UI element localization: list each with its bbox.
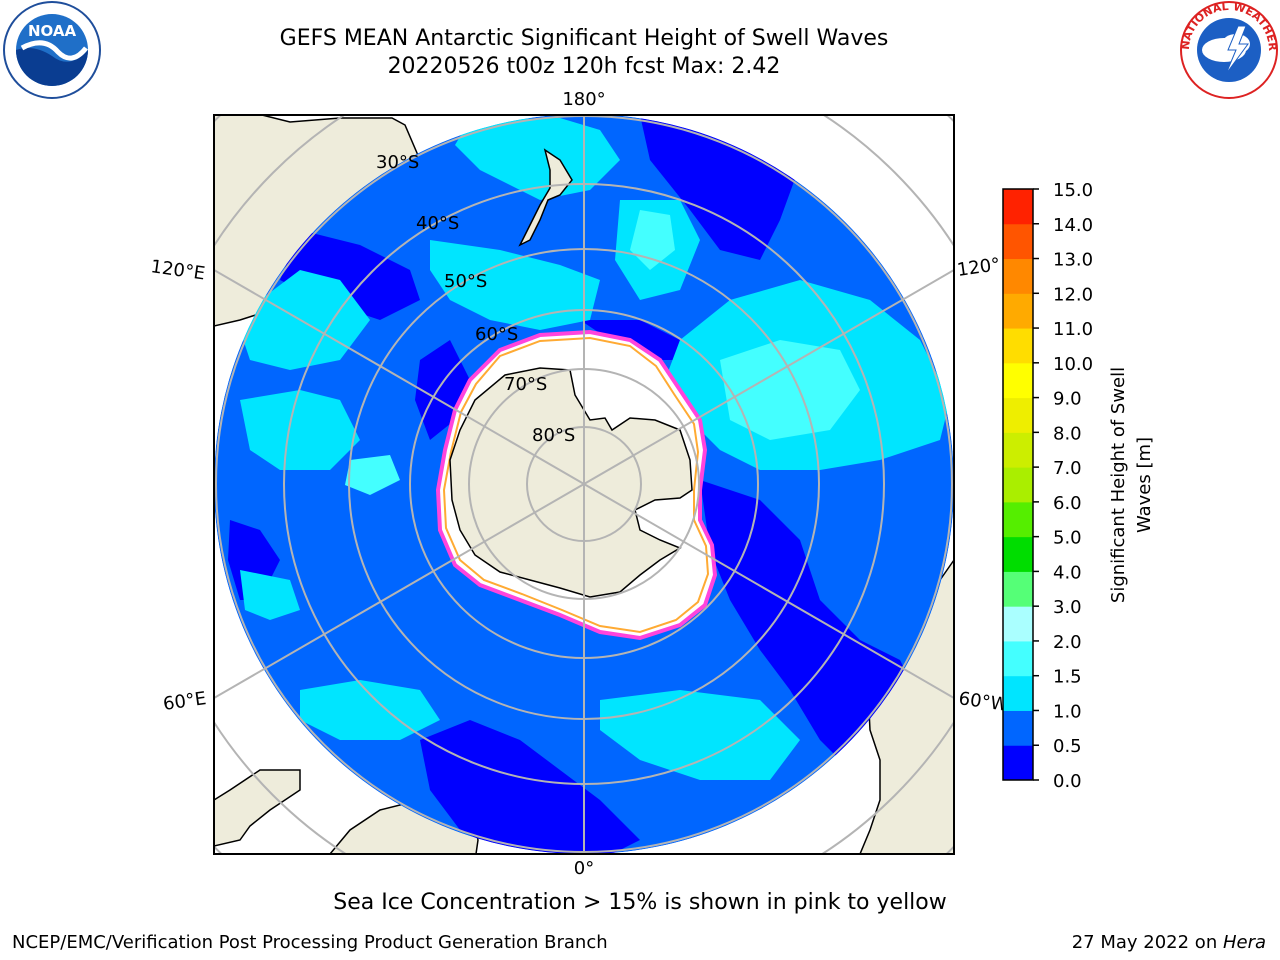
colorbar-tick-label: 9.0 <box>1053 389 1082 410</box>
lat-label-60: 60°S <box>475 324 518 345</box>
colorbar-segment <box>1003 432 1033 468</box>
footer-credit: NCEP/EMC/Verification Post Processing Pr… <box>12 932 608 953</box>
colorbar-segment <box>1003 189 1033 225</box>
colorbar-tick-label: 0.5 <box>1053 736 1082 757</box>
colorbar-segment <box>1003 293 1033 329</box>
colorbar-segment <box>1003 675 1033 711</box>
colorbar-tick-label: 8.0 <box>1053 423 1082 444</box>
colorbar-tick-label: 3.0 <box>1053 597 1082 618</box>
colorbar-tick-label: 4.0 <box>1053 562 1082 583</box>
colorbar-tick-label: 11.0 <box>1053 319 1093 340</box>
colorbar-tick-label: 2.0 <box>1053 632 1082 653</box>
noaa-logo: NOAA <box>3 1 101 99</box>
colorbar-segment <box>1003 745 1033 781</box>
colorbar-label-line1: Significant Height of Swell <box>1108 367 1129 603</box>
colorbar-tick-label: 12.0 <box>1053 284 1093 305</box>
colorbar-tick-label: 5.0 <box>1053 528 1082 549</box>
antarctica <box>449 367 693 598</box>
map-subtitle: 20220526 t00z 120h fcst Max: 2.42 <box>387 54 781 79</box>
colorbar-tick-label: 15.0 <box>1053 180 1093 201</box>
colorbar-segment <box>1003 328 1033 364</box>
colorbar-segment <box>1003 710 1033 746</box>
lat-label-70: 70°S <box>504 374 547 395</box>
lat-label-30: 30°S <box>376 152 419 173</box>
colorbar-segment <box>1003 640 1033 677</box>
lat-label-50: 50°S <box>444 271 487 292</box>
colorbar-segment <box>1003 571 1033 607</box>
colorbar-segment <box>1003 223 1033 260</box>
swell-high-regions <box>345 210 860 495</box>
colorbar-tick-label: 14.0 <box>1053 215 1093 236</box>
map-title: GEFS MEAN Antarctic Significant Height o… <box>279 26 889 51</box>
graticule <box>214 115 954 854</box>
colorbar-tick-label: 6.0 <box>1053 493 1082 514</box>
colorbar-tick-label: 10.0 <box>1053 354 1093 375</box>
colorbar-segment <box>1003 362 1033 399</box>
map-frame <box>213 114 955 855</box>
lon-label-top: 180° <box>562 89 605 110</box>
sea-ice-caption: Sea Ice Concentration > 15% is shown in … <box>333 890 947 915</box>
colorbar-segment <box>1003 536 1033 572</box>
colorbar-tick-label: 7.0 <box>1053 458 1082 479</box>
nws-logo: NATIONAL WEATHER SERVICE <box>1178 0 1279 99</box>
colorbar-segment <box>1003 606 1033 642</box>
svg-text:NOAA: NOAA <box>28 22 77 40</box>
colorbar-tick-label: 0.0 <box>1053 771 1082 792</box>
colorbar-segment <box>1003 258 1033 294</box>
colorbar-tick-label: 13.0 <box>1053 250 1093 271</box>
colorbar-tick-label: 1.5 <box>1053 667 1082 688</box>
colorbar-segment <box>1003 397 1033 433</box>
colorbar-frame <box>1002 188 1034 781</box>
colorbar-segment <box>1003 467 1033 503</box>
footer-machine: Hera <box>1222 932 1266 953</box>
colorbar-segment <box>1003 501 1033 538</box>
colorbar-label-line2: Waves [m] <box>1134 437 1155 533</box>
lat-label-80: 80°S <box>532 425 575 446</box>
footer-date: 27 May 2022 on Hera <box>1072 932 1266 953</box>
footer-date-text: 27 May 2022 on <box>1071 932 1223 953</box>
lat-label-40: 40°S <box>416 213 459 234</box>
lon-label-bottom: 0° <box>574 858 594 879</box>
colorbar-tick-label: 1.0 <box>1053 701 1082 722</box>
